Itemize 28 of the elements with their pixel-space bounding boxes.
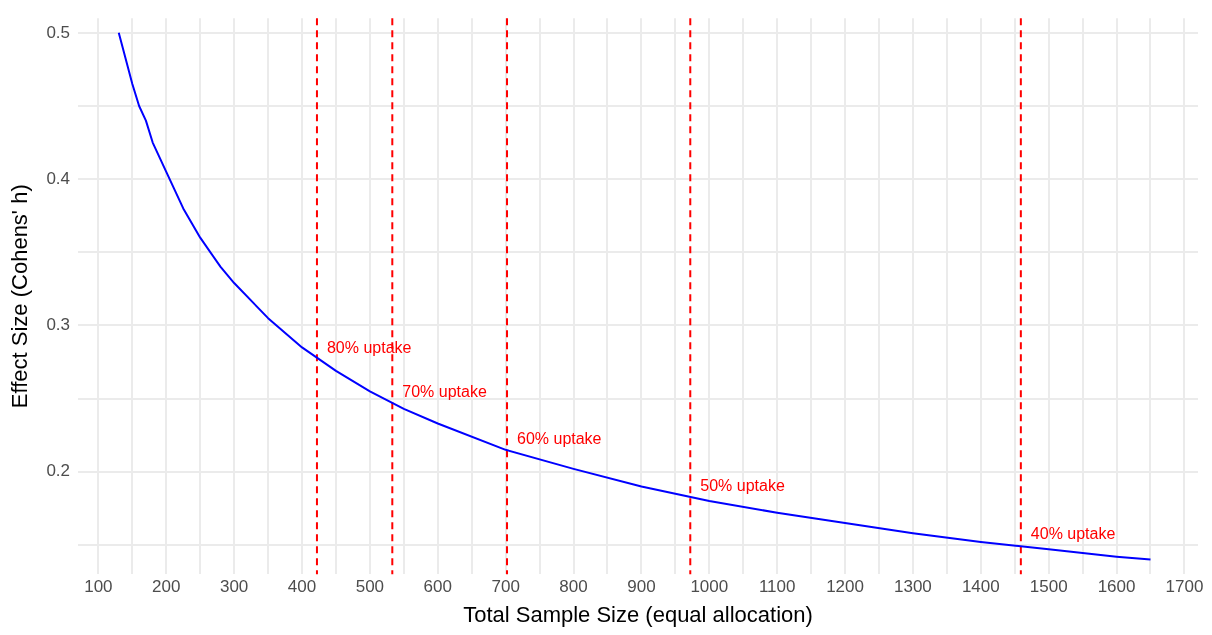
x-tick-label: 1100	[758, 577, 796, 597]
y-axis-title: Effect Size (Cohens' h)	[7, 184, 33, 409]
x-tick-label: 600	[423, 577, 452, 597]
annotation: 60% uptake	[517, 430, 602, 447]
y-tick-label: 0.3	[46, 315, 71, 335]
annotation: 40% uptake	[1030, 525, 1116, 543]
x-tick-label: 700	[491, 577, 520, 597]
x-tick-label: 1500	[1029, 577, 1068, 597]
y-tick-label: 0.2	[46, 461, 71, 481]
x-tick-label: 800	[559, 577, 588, 597]
x-axis-title: Total Sample Size (equal allocation)	[463, 601, 813, 627]
x-tick-label: 500	[355, 577, 385, 597]
annotation: 70% uptake	[402, 383, 487, 401]
annotation: 80% uptake	[326, 339, 412, 357]
x-tick-label: 1600	[1097, 577, 1136, 597]
x-tick-label: 1400	[961, 577, 1000, 597]
x-tick-label: 900	[627, 577, 656, 597]
x-tick-label: 400	[287, 577, 317, 597]
x-tick-label: 1000	[690, 577, 729, 597]
y-tick-label: 0.4	[46, 168, 71, 188]
x-tick-label: 100	[84, 577, 113, 597]
x-tick-label: 1200	[826, 577, 864, 597]
x-tick-label: 300	[219, 577, 249, 597]
x-tick-label: 1300	[894, 577, 932, 597]
x-tick-label: 1700	[1165, 577, 1204, 597]
annotation: 50% uptake	[700, 476, 785, 494]
y-tick-label: 0.5	[46, 22, 71, 42]
x-tick-label: 200	[152, 577, 181, 597]
